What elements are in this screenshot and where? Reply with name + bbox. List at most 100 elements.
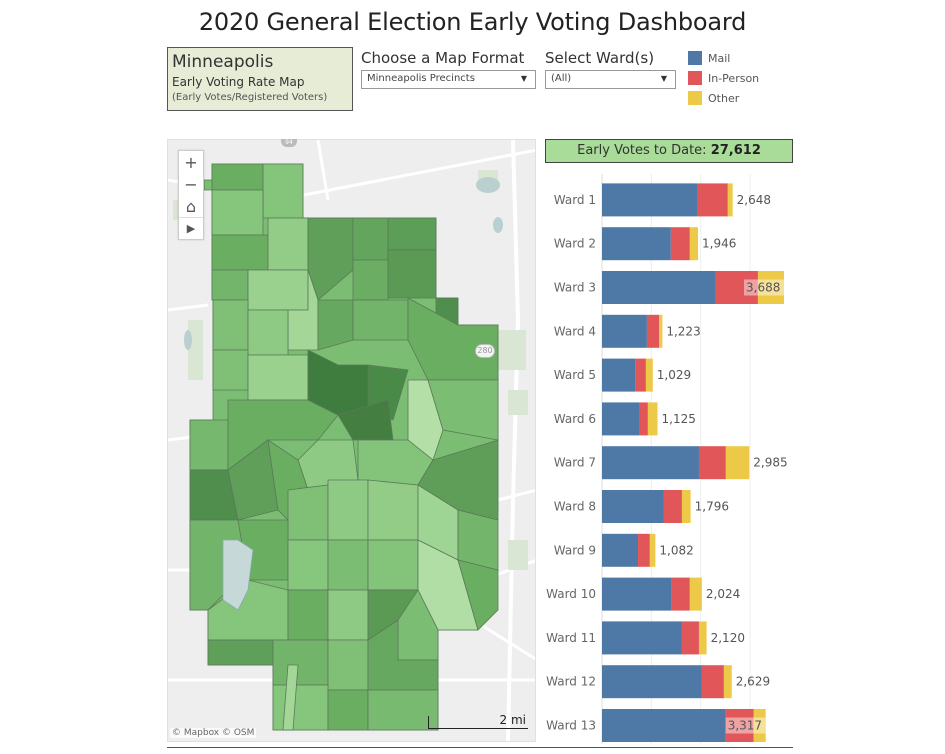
total-label: Early Votes to Date: [577,143,707,158]
legend-label: Mail [708,51,731,65]
bar-other[interactable] [727,183,733,217]
bar-mail[interactable] [602,314,647,348]
bar-in-person[interactable] [701,665,724,699]
bar-other[interactable] [649,533,656,567]
bar-other[interactable] [689,227,699,261]
bar-in-person[interactable] [698,446,726,480]
ward-label: Ward 4 [554,324,596,338]
ward-bar-chart: Ward 1 2,648 Ward 2 1,946 Ward 3 3,688 Ward 4 1… [540,168,800,748]
bar-total-label: 2,024 [706,587,740,601]
bar-in-person[interactable] [639,402,648,436]
ward-label: Ward 3 [554,281,596,295]
bar-mail[interactable] [602,621,682,655]
bar-other[interactable] [647,402,658,436]
bar-mail[interactable] [602,183,697,217]
bar-in-person[interactable] [671,577,690,611]
bar-mail[interactable] [602,402,640,436]
ward-label: Ward 12 [546,675,596,689]
ward-label: Ward 7 [554,456,596,470]
plus-icon: + [184,152,198,172]
ward-label: Ward 13 [546,719,596,733]
ward-label: Ward 6 [554,412,596,426]
legend-swatch-other [688,91,702,105]
map-scale-bar: 2 mi [428,713,528,729]
bar-mail[interactable] [602,709,726,742]
bar-total-label: 1,223 [666,324,700,338]
bar-total-label: 2,648 [737,193,771,207]
bar-other[interactable] [698,621,707,655]
map-format-filter: Choose a Map Format Minneapolis Precinct… [361,48,536,89]
legend-swatch-in-person [688,71,702,85]
bar-mail[interactable] [602,358,636,392]
ward-label: Ward 11 [546,631,596,645]
bar-mail[interactable] [602,271,716,304]
ward-label: Ward 5 [554,368,596,382]
minus-icon: − [184,174,198,194]
bar-in-person[interactable] [646,314,659,348]
bar-mail[interactable] [602,577,672,611]
scale-label: 2 mi [499,713,526,727]
ward-filter-label: Select Ward(s) [545,49,655,67]
legend-item-in-person[interactable]: In-Person [688,68,759,88]
basemap-water [184,177,503,350]
bar-mail[interactable] [602,533,639,567]
ward-bar-chart-svg: Ward 1 2,648 Ward 2 1,946 Ward 3 3,688 Ward 4 1… [546,174,788,748]
map-format-select[interactable]: Minneapolis Precincts ▼ [361,70,536,89]
expand-toolbar-button[interactable]: ▶ [179,217,203,239]
map-attribution[interactable]: © Mapbox © OSM [170,728,257,738]
play-icon: ▶ [186,222,196,235]
bar-other[interactable] [689,577,702,611]
bar-other[interactable] [725,446,750,480]
ward-select-value: (All) [551,73,572,84]
bar-total-label: 2,120 [711,631,745,645]
bar-total-label: 2,629 [736,675,770,689]
bar-in-person[interactable] [638,533,650,567]
ward-label: Ward 8 [554,500,596,514]
bar-other[interactable] [723,665,732,699]
map-note: (Early Votes/Registered Voters) [172,92,328,103]
ward-label: Ward 9 [554,543,596,557]
ward-filter: Select Ward(s) (All) ▼ [545,48,676,89]
home-icon: ⌂ [185,196,197,216]
bar-other[interactable] [681,490,691,523]
legend-item-mail[interactable]: Mail [688,48,759,68]
bar-mail[interactable] [602,446,699,480]
ward-label: Ward 2 [554,237,596,251]
bar-total-label: 2,985 [753,456,787,470]
bar-in-person[interactable] [670,227,690,261]
bar-other[interactable] [658,314,663,348]
bar-other[interactable] [645,358,653,392]
bar-in-person[interactable] [663,490,682,523]
bar-total-label: 1,029 [657,368,691,382]
bar-total-label: 1,796 [695,500,729,514]
bar-in-person[interactable] [635,358,646,392]
map-canvas [168,140,535,741]
zoom-in-button[interactable]: + [179,151,203,173]
legend-swatch-mail [688,51,702,65]
bar-mail[interactable] [602,665,702,699]
city-name: Minneapolis [172,52,274,72]
bar-in-person[interactable] [725,709,754,742]
map-subtitle: Early Voting Rate Map [172,75,305,89]
legend-item-other[interactable]: Other [688,88,759,108]
legend: Mail In-Person Other [688,48,759,108]
bar-in-person[interactable] [715,271,758,304]
highway-shield-280: 280 [475,344,495,358]
zoom-out-button[interactable]: − [179,173,203,195]
bar-in-person[interactable] [696,183,728,217]
bar-in-person[interactable] [681,621,699,655]
map-title-box: Minneapolis Early Voting Rate Map (Early… [167,47,353,111]
bar-mail[interactable] [602,490,664,523]
home-button[interactable]: ⌂ [179,195,203,217]
early-votes-total: Early Votes to Date: 27,612 [545,139,793,163]
dropdown-arrow-icon: ▼ [660,74,667,83]
bar-total-label: 1,125 [662,412,696,426]
total-label-bg [725,717,766,734]
total-label-bg [744,279,784,296]
ward-select[interactable]: (All) ▼ [545,70,676,89]
bar-other[interactable] [753,709,766,742]
bar-mail[interactable] [602,227,671,261]
precinct-map[interactable] [167,139,536,742]
total-value: 27,612 [710,143,761,158]
bar-other[interactable] [757,271,784,304]
